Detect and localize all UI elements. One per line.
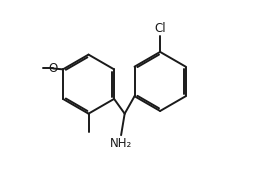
Text: NH₂: NH₂: [110, 137, 132, 150]
Text: Cl: Cl: [154, 22, 166, 35]
Text: O: O: [49, 62, 58, 75]
